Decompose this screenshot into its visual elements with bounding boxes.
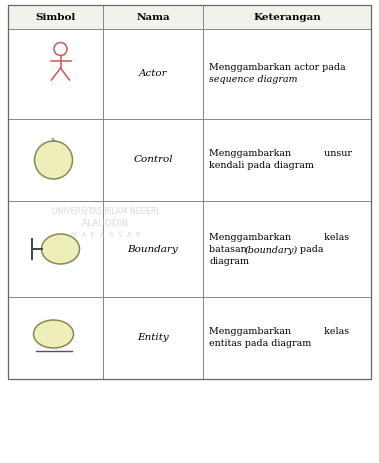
- Ellipse shape: [41, 234, 80, 264]
- Bar: [8, 201, 103, 297]
- Bar: [203, 297, 371, 379]
- Text: Boundary: Boundary: [128, 244, 179, 254]
- Bar: [203, 201, 371, 297]
- Circle shape: [34, 141, 72, 179]
- Bar: [103, 29, 203, 119]
- Text: Menggambarkan           kelas: Menggambarkan kelas: [209, 233, 349, 243]
- Bar: [203, 5, 371, 29]
- Text: kendali pada diagram: kendali pada diagram: [209, 162, 314, 170]
- Text: M  A  K  A  S  S  A  R: M A K A S S A R: [70, 232, 140, 238]
- Text: Entity: Entity: [137, 333, 169, 343]
- Text: Simbol: Simbol: [35, 13, 76, 21]
- Bar: [203, 29, 371, 119]
- Text: ALAUDDIN: ALAUDDIN: [82, 219, 129, 227]
- Bar: [8, 297, 103, 379]
- Text: pada: pada: [297, 245, 324, 255]
- Text: Menggambarkan           kelas: Menggambarkan kelas: [209, 327, 349, 337]
- Text: Menggambarkan           unsur: Menggambarkan unsur: [209, 150, 352, 158]
- Bar: [103, 201, 203, 297]
- Text: Actor: Actor: [139, 69, 167, 79]
- Text: UNIVERSITAS ISLAM NEGERI: UNIVERSITAS ISLAM NEGERI: [52, 206, 159, 215]
- Bar: [8, 29, 103, 119]
- Bar: [103, 297, 203, 379]
- Bar: [8, 5, 371, 379]
- Bar: [8, 119, 103, 201]
- Text: Menggambarkan actor pada: Menggambarkan actor pada: [209, 63, 346, 73]
- Text: Nama: Nama: [136, 13, 170, 21]
- Text: Keterangan: Keterangan: [253, 13, 321, 21]
- Bar: [103, 5, 203, 29]
- Text: entitas pada diagram: entitas pada diagram: [209, 339, 311, 349]
- Text: batasan: batasan: [209, 245, 250, 255]
- Bar: [8, 5, 103, 29]
- Text: sequence diagram: sequence diagram: [209, 75, 298, 85]
- Ellipse shape: [33, 320, 74, 348]
- Text: (boundary): (boundary): [245, 245, 298, 255]
- Bar: [203, 119, 371, 201]
- Bar: [103, 119, 203, 201]
- Text: Control: Control: [133, 156, 173, 164]
- Text: diagram: diagram: [209, 257, 249, 267]
